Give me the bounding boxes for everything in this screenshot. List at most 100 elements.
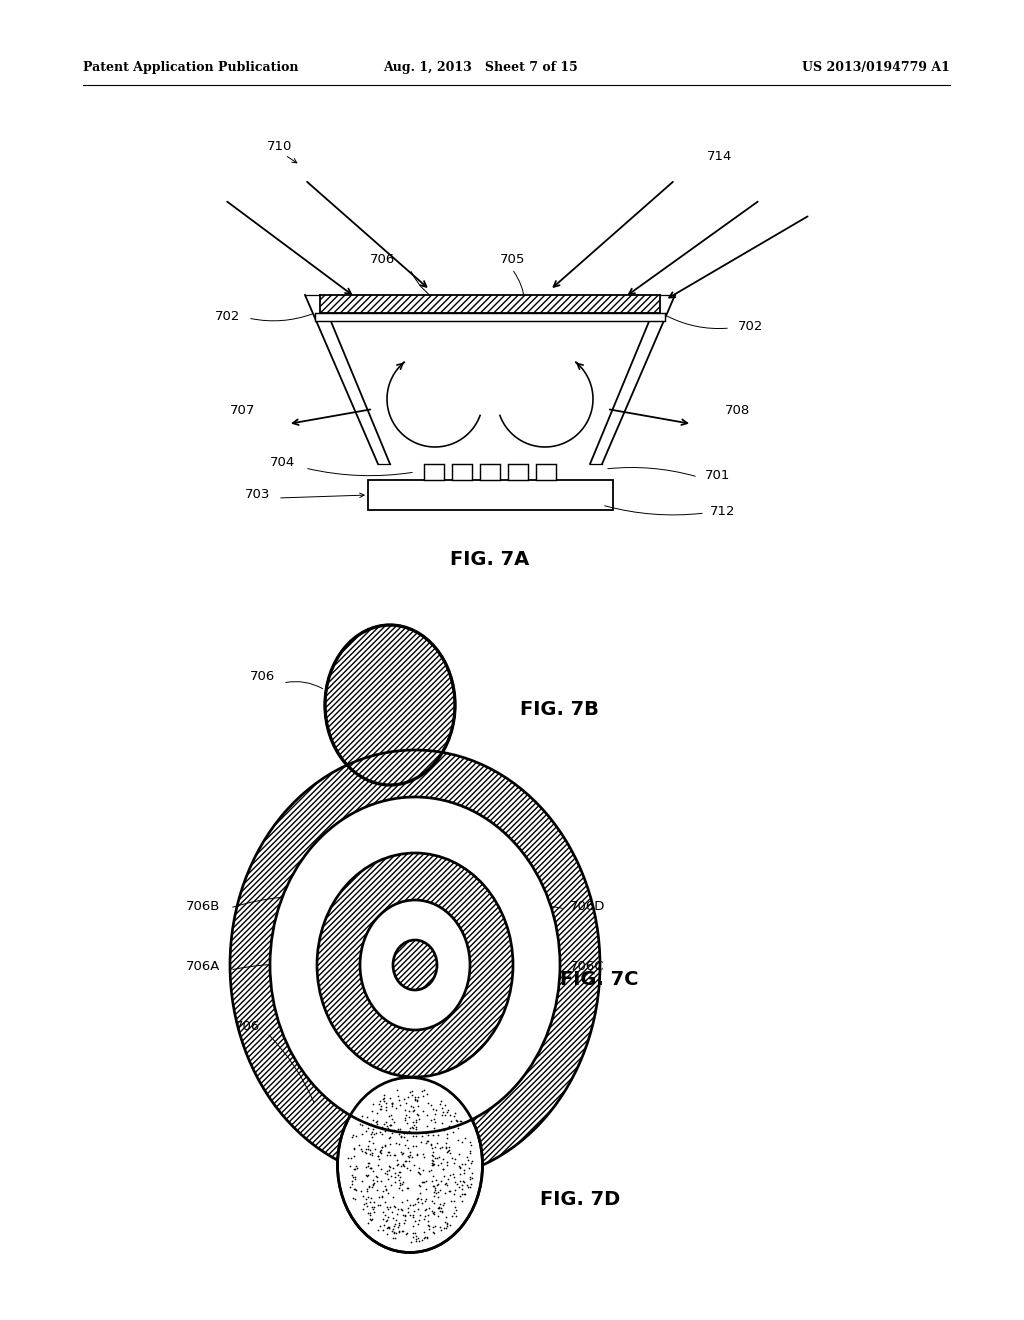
- Text: 706B: 706B: [185, 900, 220, 913]
- Point: [397, 1100, 414, 1121]
- Point: [402, 1081, 419, 1102]
- Point: [439, 1102, 456, 1123]
- Point: [410, 1090, 426, 1111]
- Point: [359, 1203, 376, 1224]
- Point: [411, 1096, 427, 1117]
- Point: [391, 1221, 408, 1242]
- Point: [395, 1212, 412, 1233]
- Point: [415, 1100, 431, 1121]
- Point: [374, 1137, 390, 1158]
- Point: [351, 1134, 368, 1155]
- Point: [417, 1200, 433, 1221]
- Point: [364, 1209, 380, 1230]
- Point: [431, 1180, 447, 1201]
- Point: [372, 1142, 388, 1163]
- Point: [347, 1166, 364, 1187]
- Point: [381, 1127, 397, 1148]
- Point: [408, 1126, 424, 1147]
- Point: [454, 1154, 470, 1175]
- Point: [428, 1148, 444, 1170]
- Point: [431, 1197, 447, 1218]
- Point: [412, 1176, 428, 1197]
- Point: [436, 1212, 453, 1233]
- Point: [398, 1189, 415, 1210]
- Point: [436, 1193, 453, 1214]
- Point: [413, 1204, 429, 1225]
- Point: [433, 1171, 450, 1192]
- Point: [450, 1115, 466, 1137]
- Point: [451, 1176, 467, 1197]
- Point: [428, 1175, 444, 1196]
- Bar: [480, 465, 500, 480]
- Point: [404, 1206, 421, 1228]
- Point: [387, 1196, 403, 1217]
- Point: [408, 1086, 424, 1107]
- Point: [413, 1131, 429, 1152]
- Point: [344, 1170, 360, 1191]
- Point: [434, 1113, 451, 1134]
- Text: 712: 712: [710, 506, 735, 517]
- Point: [462, 1168, 478, 1189]
- Point: [371, 1187, 387, 1208]
- Point: [401, 1106, 418, 1127]
- Point: [374, 1185, 390, 1206]
- Point: [425, 1203, 441, 1224]
- Point: [395, 1122, 412, 1143]
- Point: [373, 1171, 389, 1192]
- Point: [382, 1114, 398, 1135]
- Point: [374, 1117, 390, 1138]
- Point: [395, 1221, 412, 1242]
- Point: [424, 1191, 440, 1212]
- Point: [375, 1220, 391, 1241]
- Point: [444, 1164, 461, 1185]
- Point: [410, 1086, 426, 1107]
- Point: [385, 1218, 401, 1239]
- Point: [434, 1105, 451, 1126]
- Text: US 2013/0194779 A1: US 2013/0194779 A1: [802, 62, 950, 74]
- Point: [441, 1181, 458, 1203]
- Point: [380, 1216, 396, 1237]
- Point: [358, 1164, 375, 1185]
- Point: [389, 1085, 406, 1106]
- Point: [364, 1144, 380, 1166]
- Point: [381, 1140, 397, 1162]
- Point: [410, 1199, 426, 1220]
- Point: [353, 1115, 370, 1137]
- Text: 706: 706: [250, 671, 275, 682]
- Point: [370, 1146, 386, 1167]
- Point: [433, 1201, 450, 1222]
- Point: [372, 1090, 388, 1111]
- Point: [453, 1110, 469, 1131]
- Point: [416, 1171, 432, 1192]
- Point: [375, 1201, 391, 1222]
- Point: [397, 1204, 414, 1225]
- Point: [378, 1100, 394, 1121]
- Point: [388, 1133, 404, 1154]
- Point: [414, 1125, 430, 1146]
- Point: [344, 1167, 360, 1188]
- Point: [416, 1228, 432, 1249]
- Point: [388, 1097, 404, 1118]
- Point: [382, 1114, 398, 1135]
- Point: [372, 1121, 388, 1142]
- Point: [436, 1094, 453, 1115]
- Point: [366, 1173, 382, 1195]
- Point: [462, 1131, 478, 1152]
- Point: [384, 1093, 400, 1114]
- Point: [442, 1105, 459, 1126]
- Point: [423, 1135, 439, 1156]
- Point: [347, 1188, 364, 1209]
- Point: [446, 1104, 463, 1125]
- Point: [407, 1089, 423, 1110]
- Point: [459, 1173, 475, 1195]
- Point: [394, 1154, 411, 1175]
- Point: [392, 1162, 409, 1183]
- Point: [455, 1171, 471, 1192]
- Point: [383, 1220, 399, 1241]
- Text: FIG. 7A: FIG. 7A: [451, 550, 529, 569]
- Point: [393, 1199, 410, 1220]
- Point: [414, 1230, 430, 1251]
- Point: [423, 1094, 439, 1115]
- Point: [347, 1159, 364, 1180]
- Point: [418, 1188, 434, 1209]
